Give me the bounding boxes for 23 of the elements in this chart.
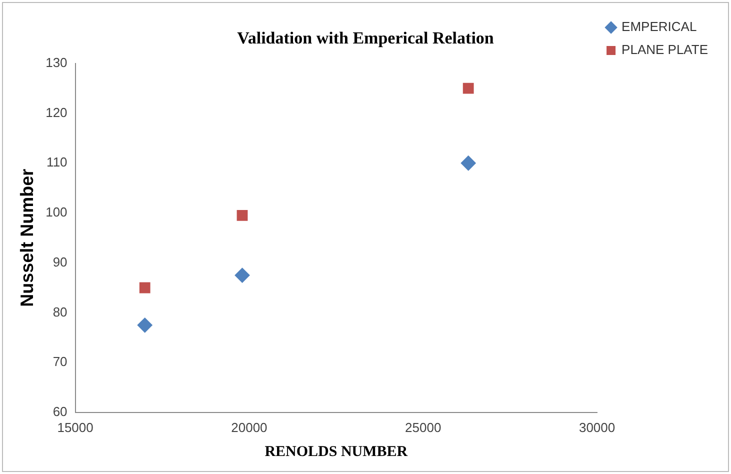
- chart-title: Validation with Emperical Relation: [237, 28, 494, 48]
- y-tick-label: 110: [46, 154, 68, 170]
- point: [462, 82, 474, 94]
- y-tick-label: 90: [52, 254, 68, 270]
- x-tick-label: 30000: [578, 420, 616, 435]
- y-tick-label: 70: [52, 354, 68, 370]
- y-tick-label: 130: [46, 54, 68, 70]
- y-tick-label: 60: [52, 404, 68, 419]
- point: [139, 282, 150, 294]
- y-tick-label: 120: [46, 104, 68, 120]
- x-tick-label: 15000: [57, 420, 94, 435]
- x-tick-label: 25000: [405, 420, 442, 435]
- y-axis-title: Nusselt Number: [16, 168, 37, 307]
- y-tick-label: 100: [46, 204, 68, 220]
- point: [460, 156, 476, 171]
- point: [236, 210, 248, 221]
- x-axis-title: RENOLDS NUMBER: [264, 444, 408, 460]
- point: [234, 268, 250, 283]
- legend-label: PLANE PLATE: [622, 42, 708, 58]
- point: [137, 318, 152, 333]
- y-tick-label: 80: [52, 304, 68, 320]
- x-tick-label: 20000: [231, 420, 268, 435]
- legend-label: EMPERICAL: [622, 19, 697, 34]
